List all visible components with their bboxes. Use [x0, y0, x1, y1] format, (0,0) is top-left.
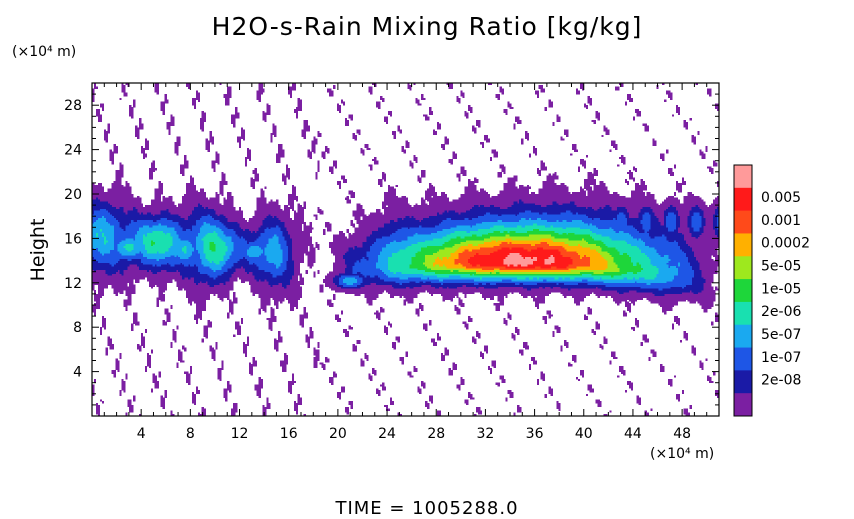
x-tick-label: 32: [476, 426, 494, 442]
colorbar-swatch: [734, 187, 752, 212]
x-tick-label: 16: [280, 426, 298, 442]
colorbar-swatch: [734, 393, 752, 417]
x-tick-label: 4: [137, 426, 146, 442]
colorbar-swatch: [734, 370, 752, 394]
x-axis-unit: (×10⁴ m): [650, 446, 715, 462]
contour-band: [92, 197, 719, 297]
contour-band: [454, 242, 590, 271]
contour-band: [503, 253, 555, 267]
y-tick-label: 28: [64, 98, 82, 114]
y-tick-label: 16: [64, 231, 82, 247]
time-label: TIME = 1005288.0: [335, 498, 519, 519]
x-tick-label: 28: [427, 426, 445, 442]
x-tick-label: 12: [231, 426, 249, 442]
x-tick-label: 44: [624, 426, 642, 442]
colorbar-swatch: [734, 347, 752, 371]
colorbar-label: 0.0002: [761, 236, 810, 252]
x-tick-label: 36: [526, 426, 544, 442]
contour-field: [92, 83, 719, 416]
colorbar-label: 0.001: [761, 213, 801, 229]
contour-band: [92, 216, 681, 285]
colorbar: 0.005 0.001 0.0002 5e-05 1e-05 2e-06 5e-07 1e-0…: [733, 164, 810, 417]
contour-band: [92, 83, 719, 416]
x-tick-label: 48: [673, 426, 691, 442]
colorbar-label: 1e-07: [761, 350, 801, 366]
x-tick-label: 20: [329, 426, 347, 442]
colorbar-swatch: [734, 210, 752, 234]
contour-band: [432, 238, 608, 272]
colorbar-swatch: [734, 256, 752, 280]
colorbar-frame: [733, 164, 753, 417]
colorbar-swatch: [734, 165, 752, 189]
contour-band: [95, 223, 659, 280]
y-tick-label: 12: [64, 276, 82, 292]
colorbar-label: 5e-05: [761, 259, 801, 275]
x-tick-label: 24: [378, 426, 396, 442]
colorbar-label: 2e-06: [761, 304, 801, 320]
colorbar-swatch: [734, 233, 752, 257]
x-tick-label: 8: [186, 426, 195, 442]
x-axis: 4 8 12 16 20 24 28 32 36 40 44 48: [103, 83, 708, 442]
y-tick-label: 4: [73, 365, 82, 381]
colorbar-label: 5e-07: [761, 327, 801, 343]
colorbar-label: 1e-05: [761, 281, 801, 297]
y-tick-label: 8: [73, 320, 82, 336]
contour-band: [468, 247, 573, 269]
y-axis-unit: (×10⁴ m): [12, 44, 77, 60]
x-tick-label: 40: [575, 426, 593, 442]
colorbar-swatch: [734, 324, 752, 348]
colorbar-label: 0.005: [761, 190, 801, 206]
colorbar-swatch: [734, 301, 752, 326]
chart-title: H2O-s-Rain Mixing Ratio [kg/kg]: [211, 12, 643, 41]
colorbar-swatch: [734, 279, 752, 303]
colorbar-label: 2e-08: [761, 373, 801, 389]
y-tick-label: 24: [64, 143, 82, 159]
y-axis: 4 8 12 16 20 24 28: [64, 93, 719, 406]
y-tick-label: 20: [64, 187, 82, 203]
